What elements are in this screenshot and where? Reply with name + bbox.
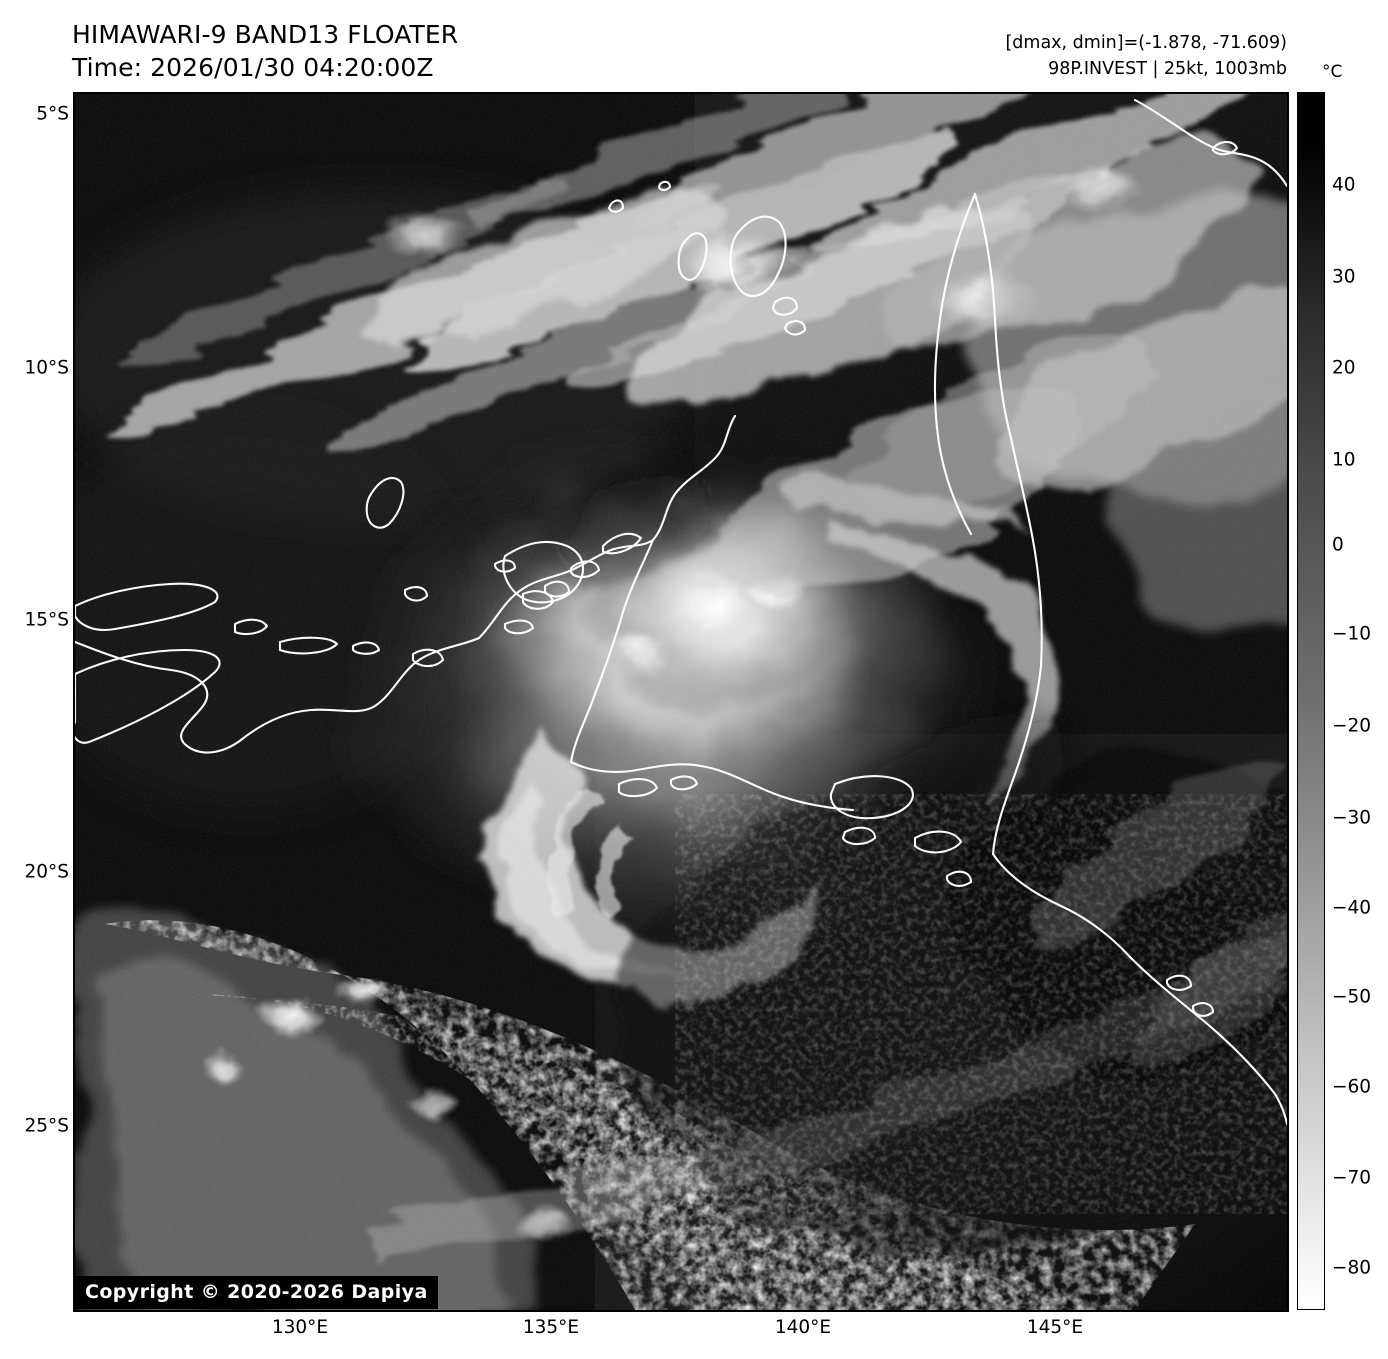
y-tick-label: 20°S xyxy=(24,861,69,883)
colorbar-unit-label: °C xyxy=(1322,62,1343,82)
satellite-plot-area: Copyright © 2020-2026 Dapiya xyxy=(73,92,1289,1312)
page-title: HIMAWARI-9 BAND13 FLOATER xyxy=(72,20,459,49)
colorbar-tick-label: −70 xyxy=(1332,1167,1372,1189)
temperature-colorbar xyxy=(1297,92,1325,1310)
colorbar-tick-label: 0 xyxy=(1332,534,1344,556)
y-tick-label: 5°S xyxy=(36,103,69,125)
x-tick-label: 135°E xyxy=(522,1317,580,1338)
infrared-satellite-image xyxy=(75,94,1287,1310)
colorbar-tick-label: −10 xyxy=(1332,623,1372,645)
colorbar-tick-label: 40 xyxy=(1332,174,1356,196)
storm-info-annotation: 98P.INVEST | 25kt, 1003mb xyxy=(1048,59,1287,79)
colorbar-tick-label: 10 xyxy=(1332,449,1356,471)
colorbar-tick-label: −50 xyxy=(1332,986,1372,1008)
colorbar-tick-label: −40 xyxy=(1332,897,1372,919)
colorbar-tick-label: 20 xyxy=(1332,357,1356,379)
dmax-dmin-annotation: [dmax, dmin]=(-1.878, -71.609) xyxy=(1005,33,1287,53)
colorbar-tick-label: 30 xyxy=(1332,266,1356,288)
colorbar-tick-label: −80 xyxy=(1332,1257,1372,1279)
x-tick-label: 130°E xyxy=(271,1317,329,1338)
colorbar-tick-label: −20 xyxy=(1332,715,1372,737)
y-tick-label: 15°S xyxy=(24,609,69,631)
y-tick-label: 10°S xyxy=(24,357,69,379)
copyright-watermark: Copyright © 2020-2026 Dapiya xyxy=(75,1276,438,1309)
x-tick-label: 145°E xyxy=(1026,1317,1084,1338)
y-tick-label: 25°S xyxy=(24,1115,69,1137)
colorbar-tick-label: −60 xyxy=(1332,1076,1372,1098)
timestamp-label: Time: 2026/01/30 04:20:00Z xyxy=(72,53,434,82)
x-tick-label: 140°E xyxy=(774,1317,832,1338)
colorbar-tick-label: −30 xyxy=(1332,807,1372,829)
